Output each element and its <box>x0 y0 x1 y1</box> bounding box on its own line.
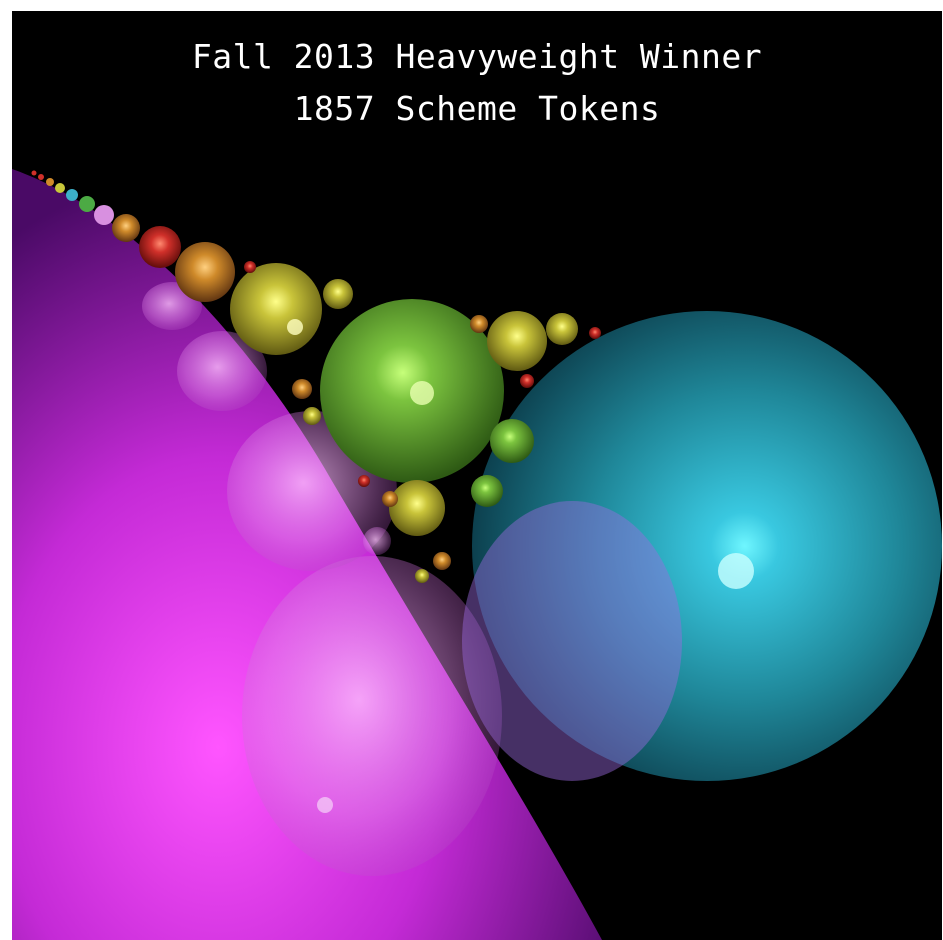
bead <box>358 475 370 487</box>
bead <box>589 327 601 339</box>
bead <box>244 261 256 273</box>
sphere-fractal-render <box>12 169 942 940</box>
orange-sphere <box>175 242 235 302</box>
orange-sphere-small <box>46 178 54 186</box>
bead <box>471 475 503 507</box>
highlight <box>410 381 434 405</box>
orange-sphere <box>112 214 140 242</box>
pink-sphere <box>94 205 114 225</box>
highlight <box>317 797 333 813</box>
cyan-sphere-small <box>66 189 78 201</box>
reflection-blob <box>242 556 502 876</box>
red-sphere <box>139 226 181 268</box>
image-frame: Fall 2013 Heavyweight Winner 1857 Scheme… <box>12 11 942 940</box>
yellow-sphere <box>487 311 547 371</box>
bead <box>520 374 534 388</box>
bead <box>292 379 312 399</box>
yellow-sphere-small <box>55 183 65 193</box>
red-sphere-small <box>38 174 44 180</box>
bead <box>490 419 534 463</box>
highlight <box>718 553 754 589</box>
caption-title: Fall 2013 Heavyweight Winner <box>191 37 763 76</box>
cyan-sphere <box>472 311 942 781</box>
yellow-sphere <box>546 313 578 345</box>
bead <box>303 407 321 425</box>
bead <box>470 315 488 333</box>
yellow-sphere <box>389 480 445 536</box>
cyan-reflection <box>462 501 682 781</box>
caption-subtitle: 1857 Scheme Tokens <box>293 89 661 128</box>
yellow-sphere <box>230 263 322 355</box>
yellow-sphere <box>323 279 353 309</box>
bead <box>363 527 391 555</box>
bead <box>433 552 451 570</box>
bead <box>382 491 398 507</box>
reflection-blob <box>177 331 267 411</box>
green-sphere-small <box>79 196 95 212</box>
red-sphere-small <box>31 170 37 176</box>
bead <box>415 569 429 583</box>
highlight <box>287 319 303 335</box>
